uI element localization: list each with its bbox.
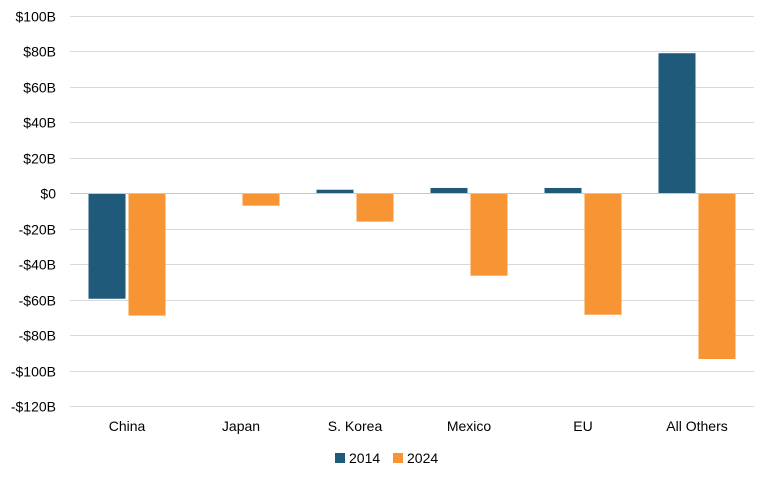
bar-2024-s-korea	[356, 193, 394, 222]
legend-swatch	[393, 453, 403, 463]
bar-2024-eu	[584, 193, 622, 315]
legend-label: 2024	[407, 450, 438, 466]
bar-2014-s-korea	[316, 189, 354, 194]
legend-item-2024: 2024	[393, 450, 438, 466]
y-tick-label: -$60B	[19, 293, 56, 309]
bar-2024-all-others	[698, 193, 736, 360]
bar-2014-china	[88, 193, 126, 299]
legend-label: 2014	[349, 450, 380, 466]
bar-2024-china	[128, 193, 166, 316]
y-tick-label: $80B	[23, 44, 56, 60]
x-tick-label: Japan	[222, 418, 260, 434]
bar-2014-all-others	[658, 53, 696, 194]
y-tick-label: $100B	[16, 9, 56, 25]
legend-swatch	[335, 453, 345, 463]
legend-item-2014: 2014	[335, 450, 380, 466]
y-tick-label: -$20B	[19, 222, 56, 238]
y-tick-label: -$40B	[19, 257, 56, 273]
y-tick-label: -$80B	[19, 328, 56, 344]
bars	[88, 53, 736, 360]
bar-2024-mexico	[470, 193, 508, 276]
y-tick-label: -$120B	[11, 399, 56, 415]
x-tick-label: China	[109, 418, 146, 434]
bar-2014-eu	[544, 187, 582, 194]
x-tick-label: Mexico	[447, 418, 492, 434]
x-tick-label: EU	[573, 418, 592, 434]
bar-2014-mexico	[430, 187, 468, 194]
y-tick-label: $40B	[23, 115, 56, 131]
x-axis-tick-labels: China Japan S. Korea Mexico EU All Others	[109, 418, 728, 434]
x-tick-label: All Others	[666, 418, 727, 434]
y-tick-label: $20B	[23, 151, 56, 167]
bar-2024-japan	[242, 193, 280, 206]
y-tick-label: $60B	[23, 80, 56, 96]
gridlines	[70, 16, 754, 407]
y-tick-label: $0	[40, 186, 56, 202]
x-tick-label: S. Korea	[328, 418, 383, 434]
y-tick-label: -$100B	[11, 364, 56, 380]
legend: 2014 2024	[335, 450, 438, 466]
y-axis-tick-labels: $100B $80B $60B $40B $20B $0 -$20B -$40B -$60B -$…	[11, 9, 56, 415]
